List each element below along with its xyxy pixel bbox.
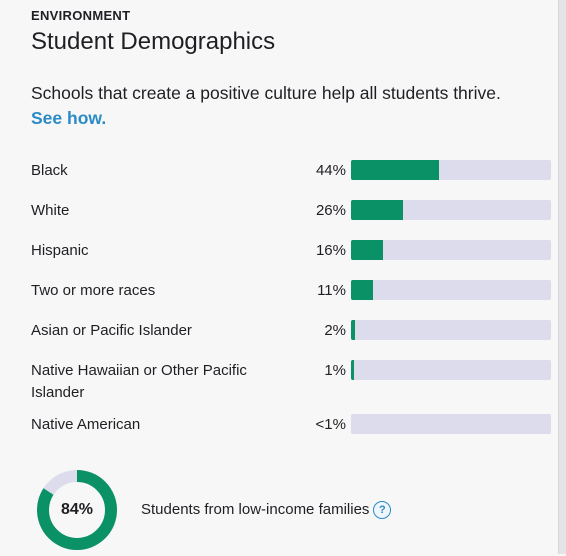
donut-chart xyxy=(37,470,117,550)
demographic-percent: 44% xyxy=(315,162,346,179)
demographic-percent: 11% xyxy=(317,282,346,299)
demographic-label: White xyxy=(31,202,70,219)
intro-sentence: Schools that create a positive culture h… xyxy=(31,83,501,103)
see-how-link[interactable]: See how. xyxy=(31,108,107,128)
demographic-bar-track xyxy=(351,414,551,434)
low-income-donut: 84% xyxy=(36,469,118,551)
demographic-bar-fill xyxy=(351,280,373,300)
low-income-label-row: Students from low-income families? xyxy=(141,500,392,520)
demographic-percent: 2% xyxy=(324,322,346,339)
demographic-bar-fill xyxy=(351,160,439,180)
section-title: Student Demographics xyxy=(31,28,276,55)
section-eyebrow: ENVIRONMENT xyxy=(31,8,131,23)
donut-arc xyxy=(37,470,117,550)
demographic-bar-track xyxy=(351,200,551,220)
demographic-bar-fill xyxy=(351,200,403,220)
demographic-bar-fill xyxy=(351,240,383,260)
demographic-bar-track xyxy=(351,360,551,380)
demographic-bar-track xyxy=(351,320,551,340)
demographic-label: Native Hawaiian or Other Pacific Islande… xyxy=(31,362,247,401)
intro-text: Schools that create a positive culture h… xyxy=(31,81,541,131)
donut-percent: 84% xyxy=(60,501,94,518)
demographic-bar-track xyxy=(351,160,551,180)
low-income-label: Students from low-income families xyxy=(141,501,370,518)
demographic-percent: 1% xyxy=(324,362,346,379)
demographic-label: Asian or Pacific Islander xyxy=(31,322,192,339)
question-circle-icon[interactable]: ? xyxy=(373,501,392,520)
demographic-label: Native American xyxy=(31,416,141,433)
demographic-label: Two or more races xyxy=(31,282,156,299)
demographic-bar-track xyxy=(351,240,551,260)
demographic-bar-track xyxy=(351,280,551,300)
demographic-bar-fill xyxy=(351,320,355,340)
demographic-percent: 26% xyxy=(315,202,346,219)
demographic-percent: <1% xyxy=(315,416,346,433)
scroll-edge xyxy=(558,0,566,554)
demographic-label: Black xyxy=(31,162,68,179)
demographic-percent: 16% xyxy=(315,242,346,259)
demographic-label: Hispanic xyxy=(31,242,89,259)
demographic-bar-fill xyxy=(351,360,354,380)
